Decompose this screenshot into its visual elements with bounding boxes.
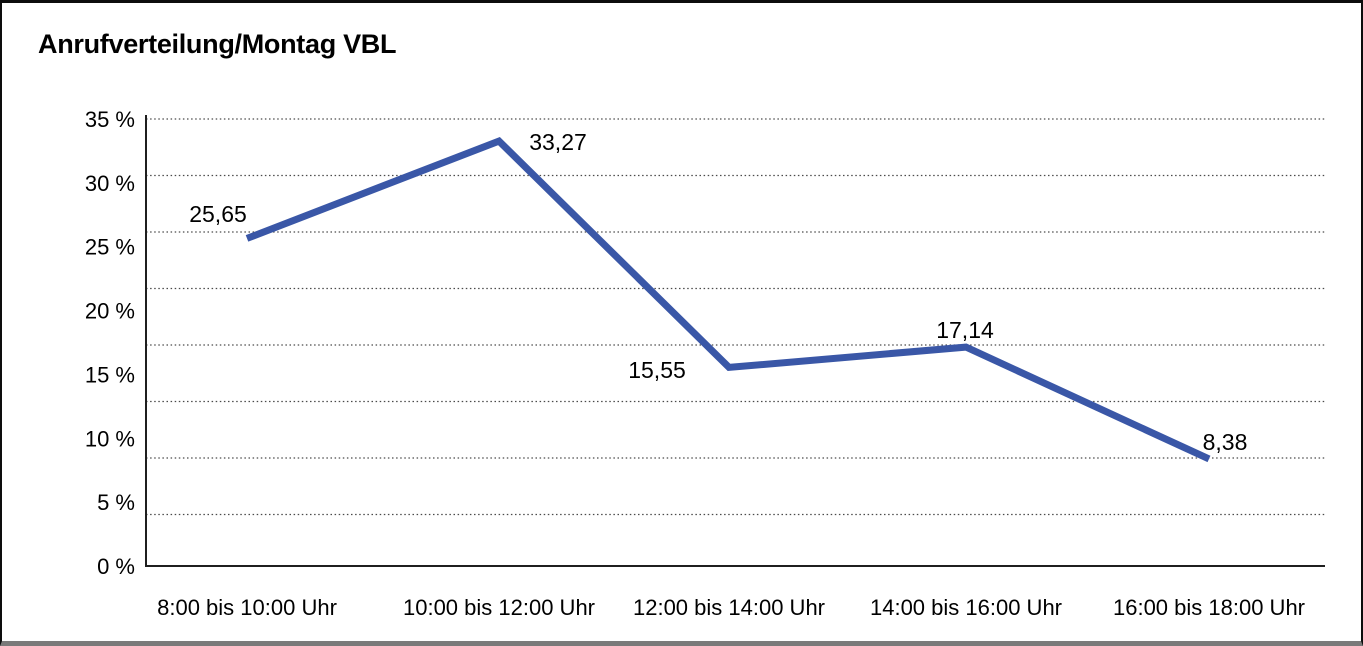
y-axis-tick-label: 20 %: [85, 299, 135, 324]
y-axis-tick-label: 0 %: [97, 554, 135, 579]
data-point-label: 33,27: [529, 129, 587, 155]
data-point-label: 17,14: [936, 317, 994, 343]
chart-title: Anrufverteilung/Montag VBL: [38, 29, 397, 59]
y-axis-tick-label: 15 %: [85, 362, 135, 387]
y-axis-tick-label: 5 %: [97, 490, 135, 515]
x-axis-category-label: 12:00 bis 14:00 Uhr: [633, 595, 825, 620]
x-axis-category-label: 16:00 bis 18:00 Uhr: [1113, 595, 1305, 620]
y-axis-tick-label: 35 %: [85, 107, 135, 132]
x-axis-category-label: 10:00 bis 12:00 Uhr: [403, 595, 595, 620]
x-axis-category-label: 14:00 bis 16:00 Uhr: [870, 595, 1062, 620]
y-axis-tick-label: 10 %: [85, 426, 135, 451]
data-point-label: 25,65: [189, 201, 247, 227]
line-chart: 35 % 30 % 25 % 20 % 15 % 10 % 5 % 0 % 8:00 bis 1…: [85, 107, 1325, 620]
y-axis-tick-label: 25 %: [85, 235, 135, 260]
y-axis-tick-label: 30 %: [85, 171, 135, 196]
data-point-label: 8,38: [1203, 429, 1248, 455]
data-series-line: [245, 137, 1211, 463]
data-point-label: 15,55: [628, 357, 686, 383]
x-axis-category-label: 8:00 bis 10:00 Uhr: [157, 595, 337, 620]
